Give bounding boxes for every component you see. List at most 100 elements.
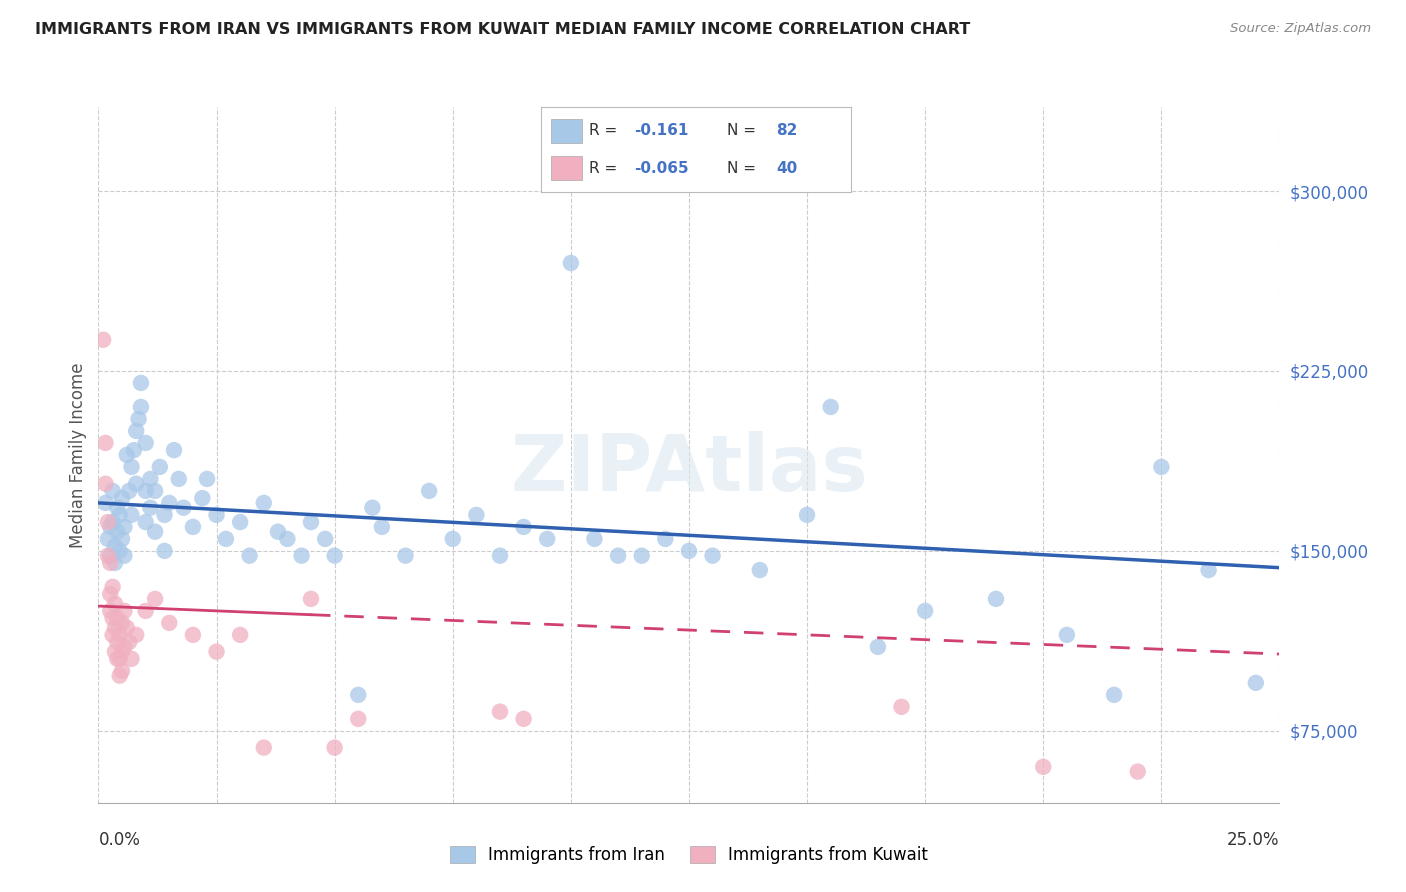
Point [1126, 764, 1149, 779]
Point [111, 645, 134, 659]
Point [97, 515, 120, 529]
Point [1056, 628, 1078, 642]
Point [157, 615, 180, 630]
Point [98, 604, 121, 618]
Point [143, 483, 166, 498]
Point [112, 604, 135, 618]
Point [135, 436, 157, 450]
Point [121, 508, 143, 522]
Text: -0.161: -0.161 [634, 123, 689, 138]
Point [112, 640, 135, 654]
Point [128, 412, 150, 426]
Text: R =: R = [589, 123, 623, 138]
Point [94, 436, 117, 450]
Point [371, 520, 394, 534]
Point [1198, 563, 1220, 577]
Text: 82: 82 [776, 123, 797, 138]
Point [111, 532, 134, 546]
Point [1102, 688, 1125, 702]
Point [149, 459, 172, 474]
Point [583, 532, 606, 546]
Text: -0.065: -0.065 [634, 161, 689, 176]
Point [105, 524, 128, 539]
Text: 40: 40 [776, 161, 797, 176]
Point [560, 256, 582, 270]
Point [98, 520, 121, 534]
Text: 0.0%: 0.0% [98, 830, 141, 848]
Point [108, 628, 131, 642]
Point [105, 500, 128, 515]
Point [94, 476, 117, 491]
Point [135, 604, 157, 618]
Text: R =: R = [589, 161, 623, 176]
Point [1032, 760, 1054, 774]
Point [104, 597, 127, 611]
Point [104, 539, 127, 553]
Point [98, 549, 121, 563]
Point [678, 544, 700, 558]
Point [94, 496, 117, 510]
Point [239, 549, 262, 563]
Point [276, 532, 298, 546]
Point [105, 611, 128, 625]
Point [253, 740, 276, 755]
Point [115, 621, 138, 635]
Point [195, 472, 218, 486]
Point [191, 491, 214, 505]
Point [121, 652, 143, 666]
Point [115, 448, 138, 462]
Point [253, 496, 276, 510]
Point [139, 472, 162, 486]
Text: Source: ZipAtlas.com: Source: ZipAtlas.com [1230, 22, 1371, 36]
Legend: Immigrants from Iran, Immigrants from Kuwait: Immigrants from Iran, Immigrants from Ku… [450, 846, 928, 864]
Point [702, 549, 724, 563]
Point [489, 705, 512, 719]
Text: N =: N = [727, 123, 761, 138]
Point [267, 524, 290, 539]
Point [1244, 676, 1267, 690]
Point [323, 549, 346, 563]
Point [111, 664, 134, 678]
Point [465, 508, 488, 522]
Point [205, 645, 228, 659]
Point [143, 591, 166, 606]
Point [512, 712, 534, 726]
Point [135, 515, 157, 529]
Point [118, 483, 141, 498]
Point [205, 508, 228, 522]
Point [118, 635, 141, 649]
Point [104, 645, 127, 659]
Text: ZIPAtlas: ZIPAtlas [510, 431, 868, 507]
Point [97, 532, 120, 546]
Point [630, 549, 652, 563]
Point [101, 483, 124, 498]
Point [394, 549, 416, 563]
Point [163, 443, 186, 458]
Text: 25.0%: 25.0% [1227, 830, 1279, 848]
Point [121, 459, 143, 474]
Point [98, 556, 121, 570]
Point [489, 549, 512, 563]
Point [91, 333, 114, 347]
Point [112, 549, 135, 563]
Y-axis label: Median Family Income: Median Family Income [69, 362, 87, 548]
Point [105, 635, 128, 649]
Point [104, 621, 127, 635]
Text: N =: N = [727, 161, 761, 176]
Point [890, 699, 912, 714]
Point [181, 628, 204, 642]
Point [984, 591, 1007, 606]
Point [125, 476, 148, 491]
Point [536, 532, 558, 546]
Point [299, 515, 322, 529]
Point [135, 483, 157, 498]
Point [101, 580, 124, 594]
Point [104, 556, 127, 570]
Point [129, 376, 152, 390]
Point [125, 424, 148, 438]
Point [153, 544, 176, 558]
Point [347, 688, 370, 702]
Point [108, 544, 131, 558]
Point [101, 628, 124, 642]
Point [654, 532, 676, 546]
